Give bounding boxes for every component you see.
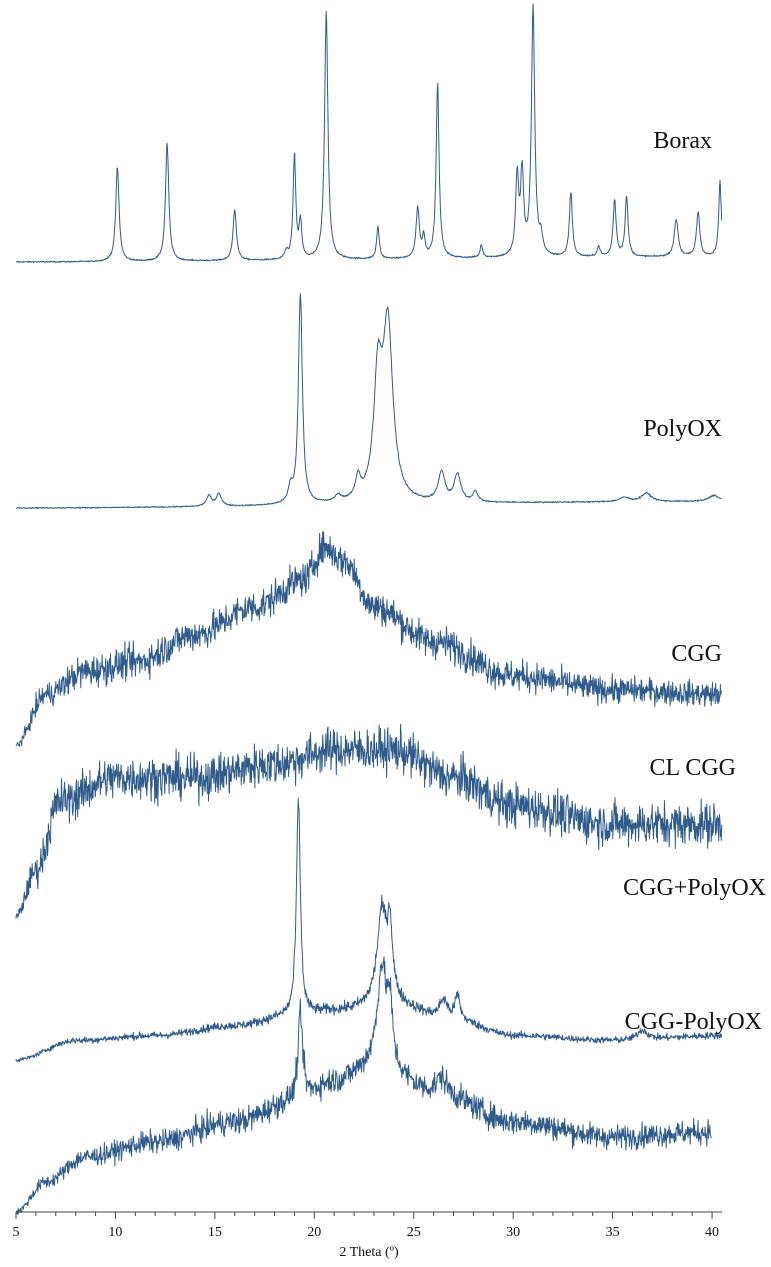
- series-label-cgg-polyox: CGG+PolyOX: [623, 875, 766, 901]
- traces-group: [15, 3, 723, 1215]
- x-tick-label: 20: [307, 1225, 321, 1240]
- series-line-cgg-polyox: [15, 956, 712, 1215]
- series-label-polyox: PolyOX: [643, 416, 722, 442]
- x-tick-label: 30: [506, 1225, 520, 1240]
- series-line-borax: [15, 3, 723, 264]
- series-labels-group: Borax PolyOX CGG CL CGG CGG+PolyOX CGG-PolyOX: [623, 128, 766, 1035]
- x-axis-tick-labels: 5 10 15 20 25 30 35 40: [13, 1225, 720, 1240]
- series-line-polyox: [15, 293, 722, 509]
- x-tick-label: 5: [13, 1225, 20, 1240]
- x-tick-label: 40: [705, 1225, 719, 1240]
- x-axis-ticks: [15, 1212, 713, 1219]
- series-label-cl-cgg: CL CGG: [650, 755, 736, 781]
- x-axis: 5 10 15 20 25 30 35 40 2 Theta (º): [13, 1211, 722, 1260]
- series-label-borax: Borax: [653, 128, 712, 154]
- series-label-cgg-polyox: CGG-PolyOX: [625, 1009, 762, 1035]
- series-line-cl-cgg: [15, 723, 723, 919]
- x-tick-label: 15: [208, 1225, 222, 1240]
- series-line-cgg-polyox: [15, 798, 723, 1063]
- x-tick-label: 35: [606, 1225, 620, 1240]
- series-line-cgg: [15, 531, 723, 747]
- x-tick-label: 25: [407, 1225, 421, 1240]
- series-label-cgg: CGG: [671, 641, 722, 667]
- x-tick-label: 10: [108, 1225, 122, 1240]
- x-axis-title: 2 Theta (º): [339, 1245, 399, 1260]
